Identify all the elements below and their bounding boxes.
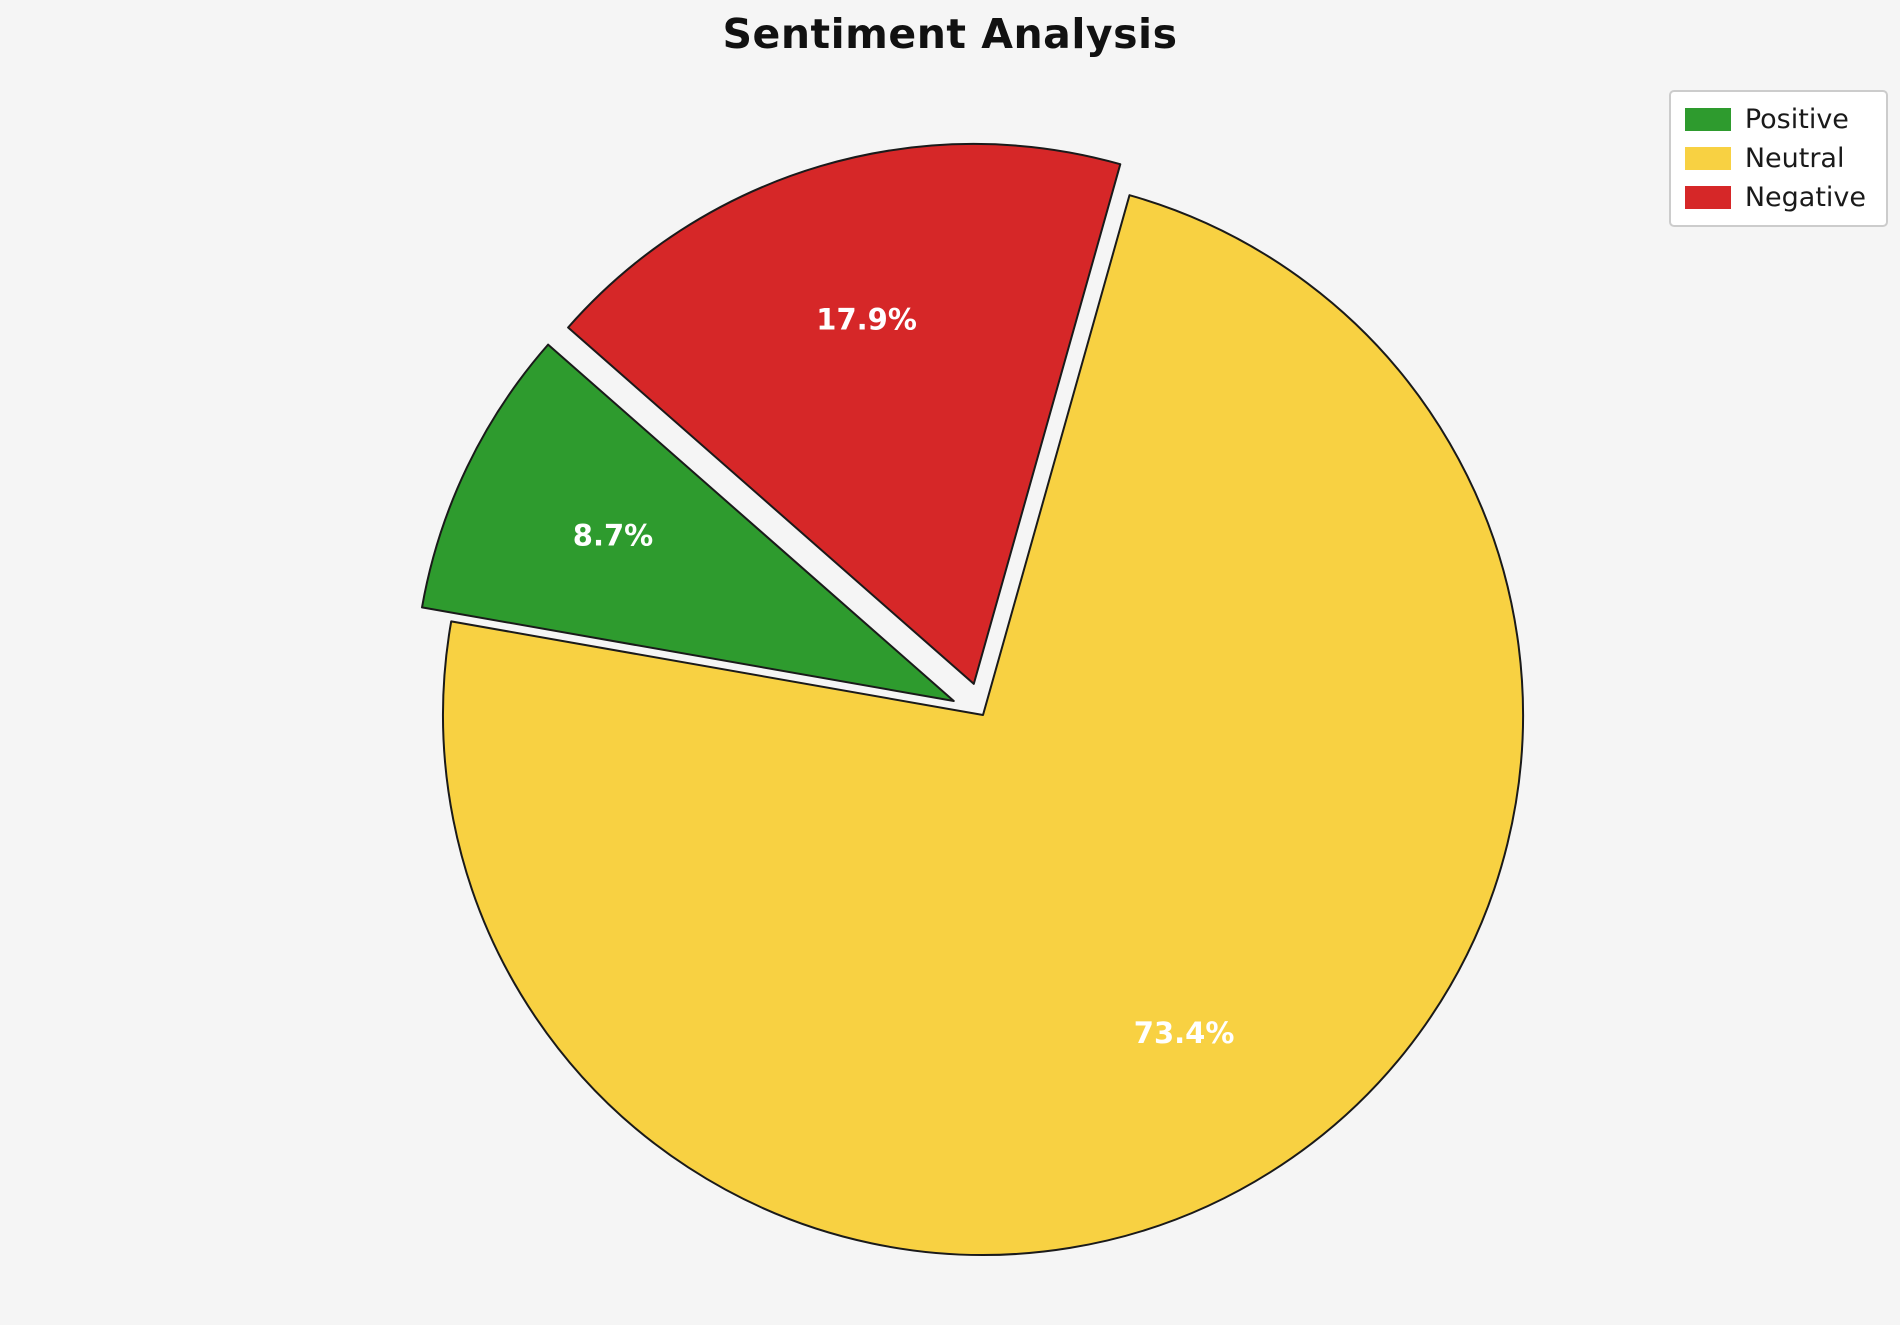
pie-slice-negative bbox=[567, 142, 1122, 685]
legend-label-positive: Positive bbox=[1744, 104, 1849, 135]
pie-slice-positive bbox=[421, 343, 955, 702]
chart-title: Sentiment Analysis bbox=[722, 10, 1178, 58]
legend-swatch-negative bbox=[1684, 186, 1731, 209]
pie-percent-label-positive: 8.7% bbox=[573, 518, 653, 552]
legend-item-neutral: Neutral bbox=[1684, 143, 1866, 174]
legend-swatch-positive bbox=[1684, 108, 1731, 131]
legend-swatch-neutral bbox=[1684, 147, 1731, 170]
legend-label-neutral: Neutral bbox=[1744, 143, 1845, 174]
legend-item-positive: Positive bbox=[1684, 104, 1866, 135]
legend-item-negative: Negative bbox=[1684, 182, 1866, 213]
pie-slice-neutral bbox=[442, 194, 1525, 1256]
pie-percent-label-negative: 17.9% bbox=[816, 303, 917, 337]
pie-percent-label-neutral: 73.4% bbox=[1134, 1016, 1235, 1050]
legend-label-negative: Negative bbox=[1744, 182, 1866, 213]
legend: Positive Neutral Negative bbox=[1668, 90, 1888, 227]
